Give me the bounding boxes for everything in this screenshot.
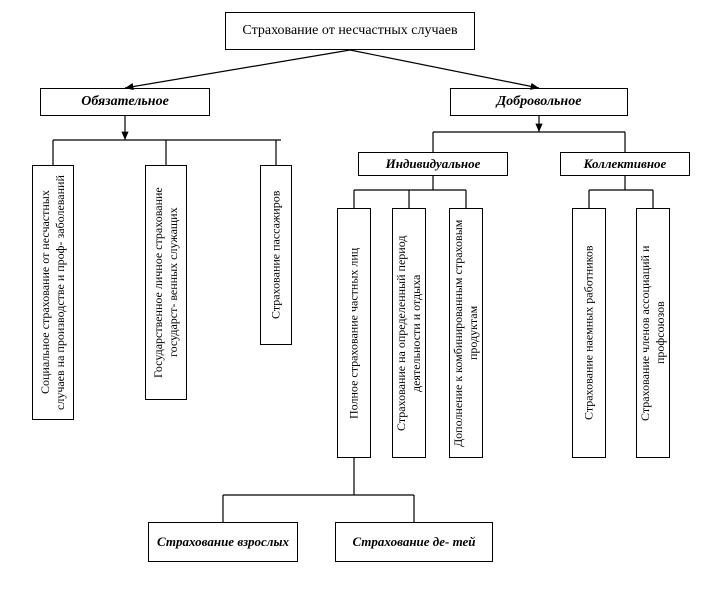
oblig-child-2: Страхование пассажиров (260, 165, 292, 345)
oblig-child-0-label: Социальное страхование от несчастных слу… (38, 170, 68, 415)
indiv-child-0: Полное страхование частных лиц (337, 208, 371, 458)
node-voluntary-label: Добровольное (497, 94, 582, 110)
oblig-child-1-label: Государственное личное страхование госуд… (151, 170, 181, 395)
node-individual-label: Индивидуальное (386, 156, 481, 172)
coll-child-0: Страхование наемных работников (572, 208, 606, 458)
node-collective-label: Коллективное (584, 156, 667, 172)
node-voluntary: Добровольное (450, 88, 628, 116)
root-node: Страхование от несчастных случаев (225, 12, 475, 50)
coll-child-0-label: Страхование наемных работников (582, 246, 597, 421)
coll-child-1: Страхование членов ассоциаций и профсоюз… (636, 208, 670, 458)
indiv-child-0-label: Полное страхование частных лиц (347, 247, 362, 418)
indiv-child-1: Страхование на определенный период деяте… (392, 208, 426, 458)
bottom-node-1: Страхование де- тей (335, 522, 493, 562)
indiv-child-2: Дополнение к комбинированным страховым п… (449, 208, 483, 458)
oblig-child-0: Социальное страхование от несчастных слу… (32, 165, 74, 420)
bottom-node-1-label: Страхование де- тей (352, 534, 475, 550)
oblig-child-1: Государственное личное страхование госуд… (145, 165, 187, 400)
oblig-child-2-label: Страхование пассажиров (269, 191, 284, 319)
root-label: Страхование от несчастных случаев (242, 23, 457, 39)
indiv-child-1-label: Страхование на определенный период деяте… (394, 213, 424, 453)
coll-child-1-label: Страхование членов ассоциаций и профсоюз… (638, 213, 668, 453)
node-obligatory: Обязательное (40, 88, 210, 116)
bottom-node-0-label: Страхование взрослых (157, 534, 289, 550)
node-individual: Индивидуальное (358, 152, 508, 176)
node-obligatory-label: Обязательное (81, 94, 169, 110)
node-collective: Коллективное (560, 152, 690, 176)
indiv-child-2-label: Дополнение к комбинированным страховым п… (451, 213, 481, 453)
bottom-node-0: Страхование взрослых (148, 522, 298, 562)
